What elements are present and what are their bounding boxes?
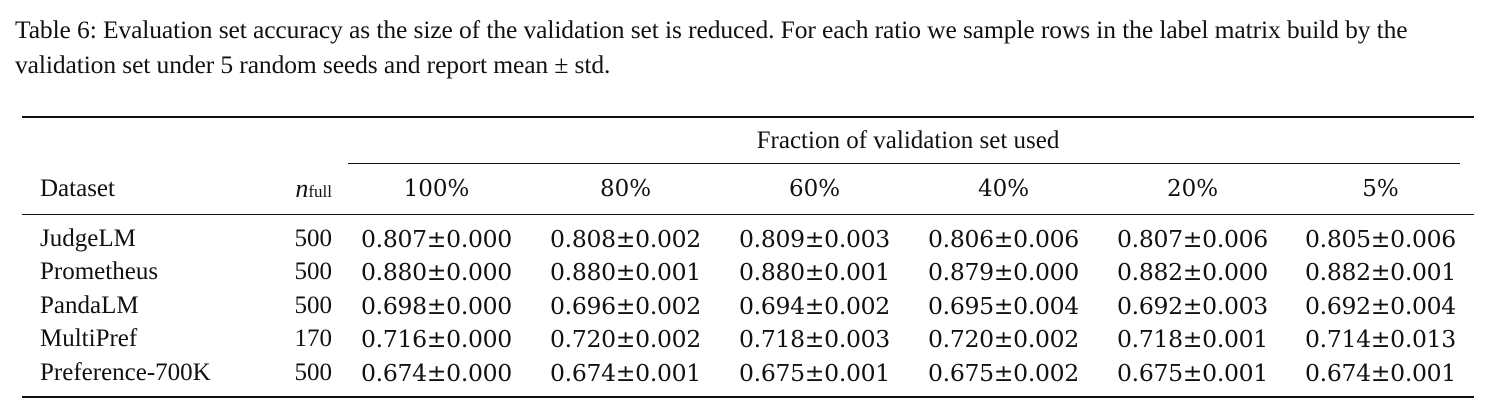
n-full-value: 500 — [294, 224, 333, 252]
header-fraction: 20% — [1166, 176, 1219, 202]
n-full-value: 170 — [294, 325, 333, 353]
accuracy-cell: 0.695±0.004 — [928, 291, 1079, 320]
header-fraction: 5% — [1362, 176, 1399, 202]
table-caption: Table 6: Evaluation set accuracy as the … — [15, 15, 1408, 79]
accuracy-cell: 0.807±0.006 — [1117, 224, 1268, 253]
column-header-row: Dataset nfull 100% 80% 60% 40% 20% 5% — [22, 164, 1474, 215]
accuracy-cell: 0.807±0.000 — [361, 224, 512, 253]
table-row: JudgeLM 500 0.807±0.000 0.808±0.002 0.80… — [22, 215, 1474, 256]
dataset-name: Prometheus — [40, 258, 159, 286]
dataset-name: MultiPref — [40, 325, 138, 353]
dataset-name: Preference-700K — [40, 358, 211, 386]
header-fraction: 40% — [977, 176, 1030, 202]
dataset-name: PandaLM — [40, 291, 139, 319]
group-header-rule — [348, 163, 1460, 164]
group-header-row: Fraction of validation set used — [22, 117, 1474, 164]
table-row: PandaLM 500 0.698±0.000 0.696±0.002 0.69… — [22, 289, 1474, 323]
accuracy-cell: 0.806±0.006 — [928, 224, 1079, 253]
accuracy-cell: 0.696±0.002 — [550, 291, 701, 320]
accuracy-cell: 0.880±0.001 — [550, 258, 701, 287]
n-full-value: 500 — [294, 258, 333, 286]
accuracy-cell: 0.882±0.000 — [1117, 258, 1268, 287]
accuracy-cell: 0.805±0.006 — [1305, 224, 1456, 253]
header-n-symbol: n — [295, 174, 309, 203]
accuracy-cell: 0.698±0.000 — [361, 291, 512, 320]
accuracy-cell: 0.675±0.001 — [739, 358, 890, 387]
accuracy-cell: 0.674±0.001 — [1305, 358, 1456, 387]
group-header-cell: Fraction of validation set used — [342, 117, 1474, 164]
header-n-subscript: full — [308, 182, 332, 201]
header-fraction: 80% — [599, 176, 652, 202]
accuracy-cell: 0.880±0.001 — [739, 258, 890, 287]
header-dataset: Dataset — [40, 175, 115, 202]
header-fraction: 100% — [403, 176, 470, 202]
accuracy-cell: 0.718±0.003 — [739, 325, 890, 354]
accuracy-cell: 0.674±0.001 — [550, 358, 701, 387]
accuracy-cell: 0.720±0.002 — [928, 325, 1079, 354]
table-row: Preference-700K 500 0.674±0.000 0.674±0.… — [22, 356, 1474, 397]
accuracy-cell: 0.879±0.000 — [928, 258, 1079, 287]
dataset-name: JudgeLM — [40, 224, 136, 252]
accuracy-cell: 0.808±0.002 — [550, 224, 701, 253]
accuracy-cell: 0.882±0.001 — [1305, 258, 1456, 287]
accuracy-cell: 0.716±0.000 — [361, 325, 512, 354]
accuracy-cell: 0.692±0.003 — [1117, 291, 1268, 320]
results-table: Fraction of validation set used Dataset … — [22, 116, 1474, 398]
n-full-value: 500 — [294, 291, 333, 319]
table-row: MultiPref 170 0.716±0.000 0.720±0.002 0.… — [22, 323, 1474, 357]
table-row: Prometheus 500 0.880±0.000 0.880±0.001 0… — [22, 256, 1474, 290]
accuracy-cell: 0.675±0.002 — [928, 358, 1079, 387]
accuracy-cell: 0.720±0.002 — [550, 325, 701, 354]
accuracy-cell: 0.880±0.000 — [361, 258, 512, 287]
header-fraction: 60% — [788, 176, 841, 202]
accuracy-cell: 0.694±0.002 — [739, 291, 890, 320]
accuracy-cell: 0.675±0.001 — [1117, 358, 1268, 387]
accuracy-cell: 0.674±0.000 — [361, 358, 512, 387]
accuracy-cell: 0.809±0.003 — [739, 224, 890, 253]
n-full-value: 500 — [294, 358, 333, 386]
accuracy-cell: 0.692±0.004 — [1305, 291, 1456, 320]
accuracy-cell: 0.714±0.013 — [1305, 325, 1456, 354]
header-n-full: nfull — [247, 164, 342, 215]
accuracy-cell: 0.718±0.001 — [1117, 325, 1268, 354]
group-header-label: Fraction of validation set used — [756, 127, 1060, 154]
